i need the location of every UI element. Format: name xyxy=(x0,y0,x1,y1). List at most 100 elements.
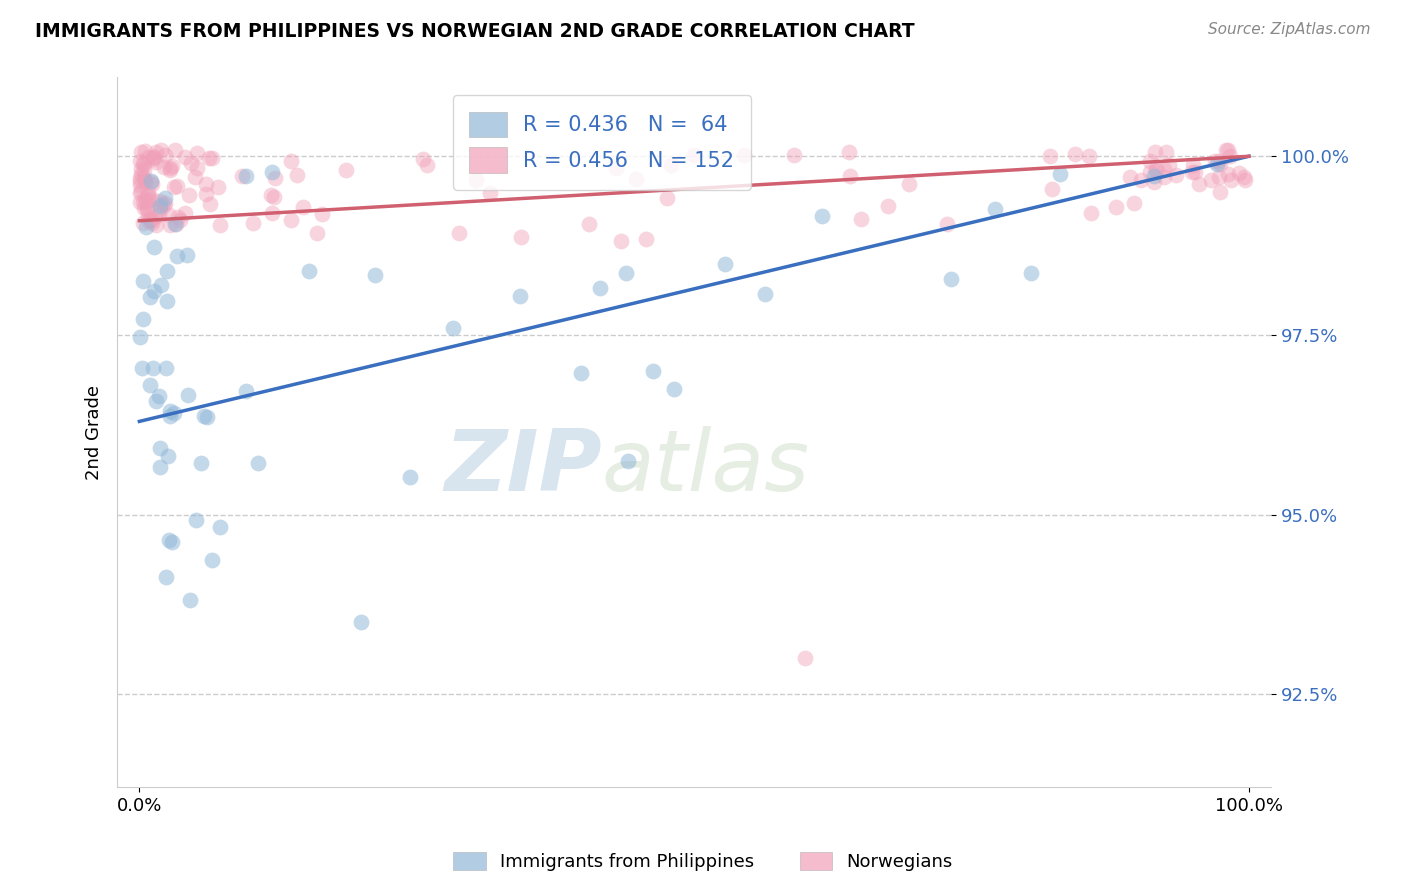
Point xyxy=(138,213,160,227)
Point xyxy=(134,174,156,188)
Point xyxy=(129,174,152,188)
Point xyxy=(1187,178,1209,192)
Point xyxy=(141,216,163,230)
Point xyxy=(1205,157,1227,171)
Point xyxy=(1077,149,1099,163)
Point xyxy=(163,179,186,194)
Point xyxy=(1139,154,1161,169)
Point xyxy=(141,177,163,191)
Point xyxy=(139,174,162,188)
Point xyxy=(465,173,488,187)
Point xyxy=(794,651,817,665)
Point xyxy=(145,218,167,232)
Point xyxy=(134,202,156,216)
Point xyxy=(193,409,215,424)
Point xyxy=(153,160,176,174)
Point xyxy=(235,384,257,398)
Point xyxy=(129,330,152,344)
Point xyxy=(138,189,160,203)
Point xyxy=(609,235,631,249)
Point xyxy=(195,177,218,191)
Point xyxy=(1156,145,1178,160)
Point xyxy=(983,202,1005,216)
Point xyxy=(849,212,872,227)
Point xyxy=(190,456,212,470)
Point xyxy=(242,215,264,229)
Point xyxy=(184,169,207,184)
Point xyxy=(1063,146,1085,161)
Point xyxy=(1209,157,1232,171)
Point xyxy=(569,367,592,381)
Point xyxy=(616,454,638,468)
Point xyxy=(142,150,165,164)
Point xyxy=(1143,169,1166,184)
Point xyxy=(155,361,177,376)
Point xyxy=(1144,163,1167,178)
Point xyxy=(1216,143,1239,157)
Point xyxy=(129,195,152,210)
Point xyxy=(231,169,253,184)
Point xyxy=(134,174,156,188)
Point xyxy=(186,145,208,160)
Point xyxy=(1208,170,1230,185)
Point xyxy=(135,195,157,210)
Point xyxy=(1227,166,1250,180)
Point xyxy=(1153,169,1175,184)
Point xyxy=(136,201,159,215)
Point xyxy=(132,156,155,170)
Point xyxy=(136,185,159,199)
Point xyxy=(262,165,284,179)
Point xyxy=(149,278,172,293)
Point xyxy=(589,281,612,295)
Point xyxy=(209,520,232,534)
Point xyxy=(260,206,283,220)
Point xyxy=(195,410,218,425)
Point xyxy=(1181,165,1204,179)
Point xyxy=(169,213,191,227)
Text: atlas: atlas xyxy=(602,426,810,509)
Point xyxy=(783,148,806,162)
Point xyxy=(149,194,172,209)
Point xyxy=(134,144,156,158)
Point xyxy=(131,161,153,176)
Point xyxy=(143,210,166,224)
Point xyxy=(877,199,900,213)
Point xyxy=(174,206,197,220)
Point xyxy=(636,232,658,246)
Point xyxy=(135,202,157,216)
Point xyxy=(207,180,229,194)
Point xyxy=(264,171,287,186)
Point xyxy=(714,257,737,271)
Point xyxy=(935,217,957,231)
Point xyxy=(447,226,470,240)
Point xyxy=(149,460,172,475)
Point xyxy=(478,186,501,201)
Point xyxy=(733,148,755,162)
Point xyxy=(1021,266,1043,280)
Point xyxy=(1143,175,1166,189)
Point xyxy=(141,212,163,227)
Point xyxy=(128,154,150,169)
Point xyxy=(1080,206,1102,220)
Point xyxy=(166,249,188,263)
Point xyxy=(163,217,186,231)
Point xyxy=(162,535,184,549)
Point xyxy=(280,154,302,169)
Point xyxy=(155,196,177,211)
Point xyxy=(1182,158,1205,172)
Point xyxy=(616,266,638,280)
Point xyxy=(263,190,285,204)
Point xyxy=(135,219,157,234)
Point xyxy=(143,285,166,299)
Point xyxy=(166,179,188,194)
Point xyxy=(129,185,152,199)
Text: Source: ZipAtlas.com: Source: ZipAtlas.com xyxy=(1208,22,1371,37)
Point xyxy=(441,321,464,335)
Point xyxy=(155,570,177,584)
Legend: Immigrants from Philippines, Norwegians: Immigrants from Philippines, Norwegians xyxy=(446,845,960,879)
Point xyxy=(134,170,156,185)
Y-axis label: 2nd Grade: 2nd Grade xyxy=(86,384,103,480)
Point xyxy=(132,155,155,169)
Point xyxy=(655,191,678,205)
Point xyxy=(138,377,160,392)
